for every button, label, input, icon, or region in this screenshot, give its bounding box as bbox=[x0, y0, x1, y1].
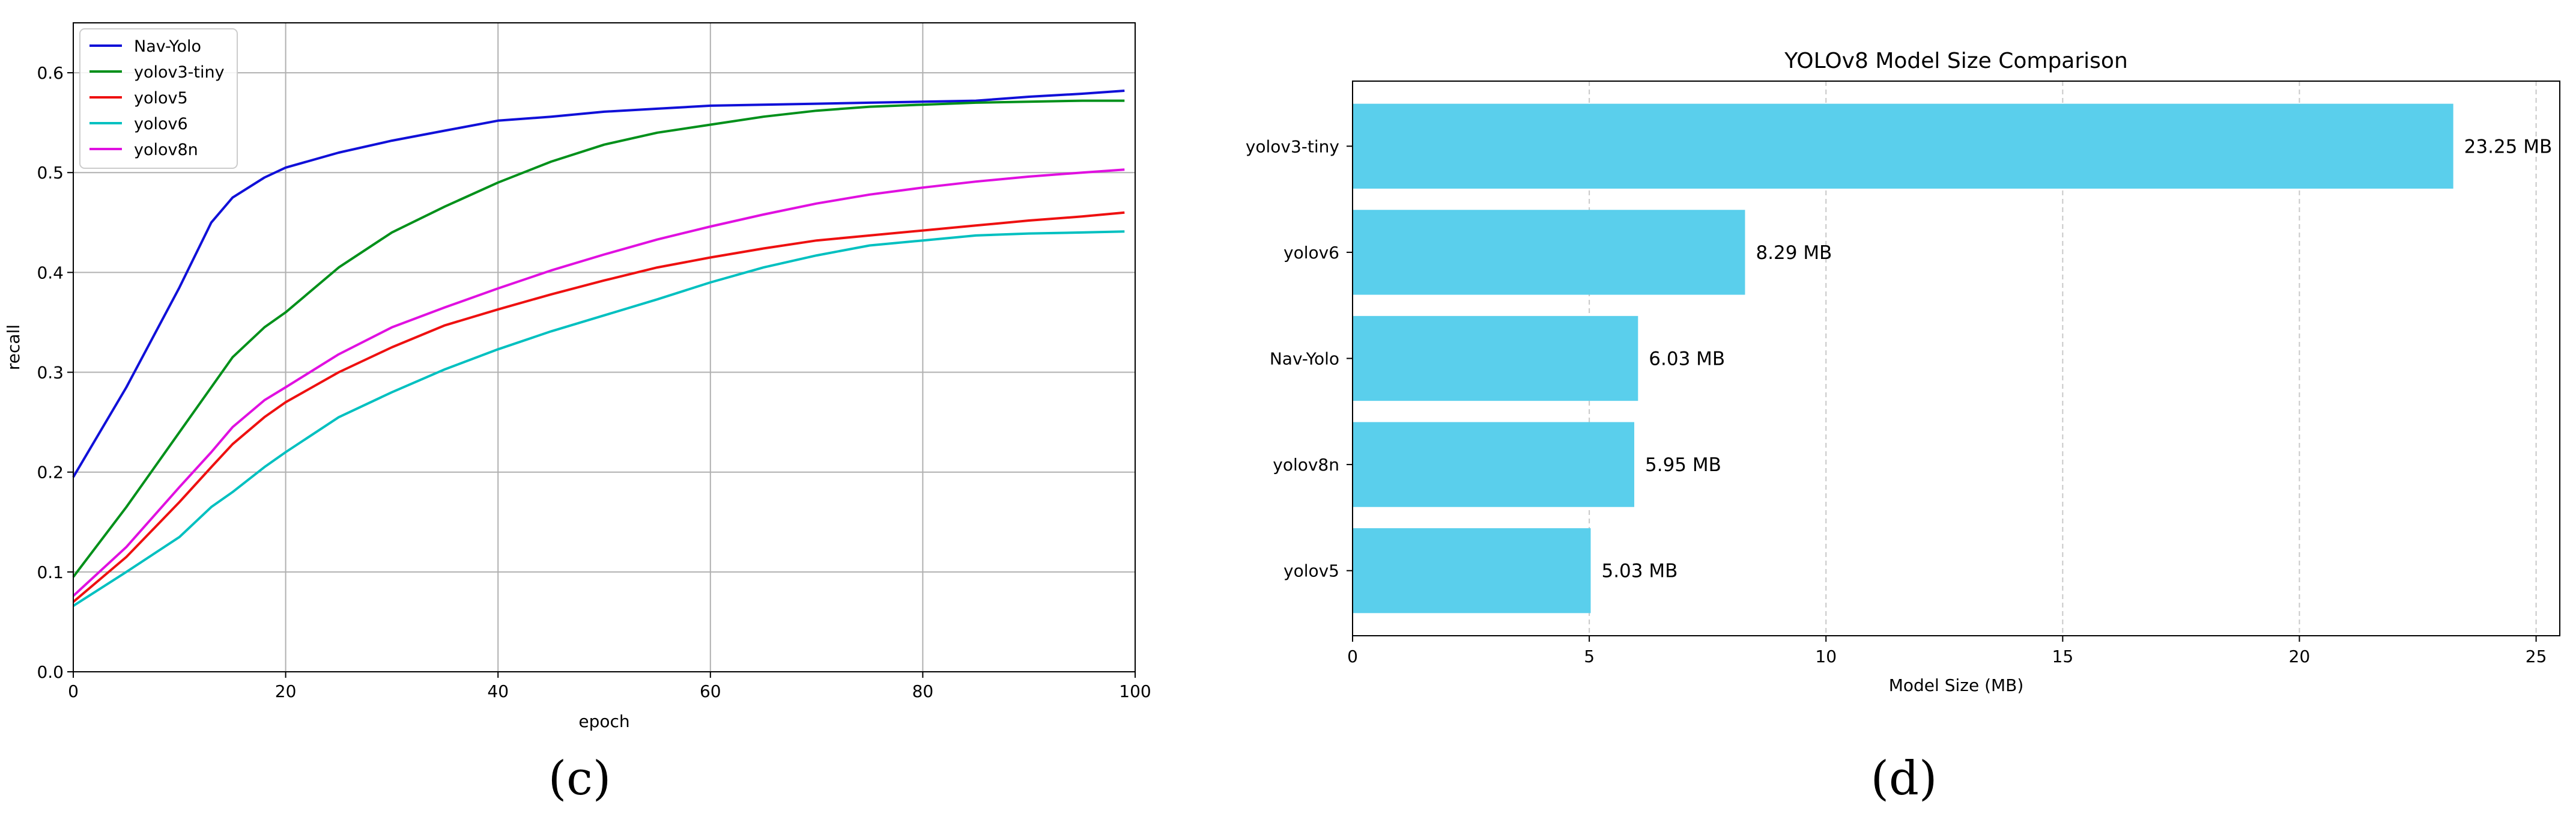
series-line-yolov5 bbox=[72, 211, 1125, 603]
bar-yolov8n bbox=[1353, 422, 1634, 507]
bar-value-label: 23.25 MB bbox=[2464, 136, 2553, 157]
bar-value-label: 6.03 MB bbox=[1649, 349, 1725, 370]
series-line-nav-yolo bbox=[72, 90, 1125, 478]
series-line-yolov6 bbox=[72, 230, 1125, 607]
panel-label-c: (c) bbox=[548, 752, 611, 806]
recall-line-chart: 0 20 40 60 80 100 0.0 0.1 0.2 0.3 0.4 0.5 0.6 epoch… bbox=[4, 22, 1151, 806]
legend-entry: Nav-Yolo bbox=[134, 37, 201, 56]
category-label: yolov5 bbox=[1283, 561, 1339, 581]
line-chart-frame bbox=[73, 22, 1136, 672]
x-tick-label: 20 bbox=[2289, 647, 2311, 666]
series-line-yolov3-tiny bbox=[72, 99, 1125, 578]
line-chart-y-label: recall bbox=[4, 324, 23, 370]
line-chart-x-label: epoch bbox=[578, 711, 629, 731]
legend-box bbox=[79, 28, 238, 169]
bar-yolov6 bbox=[1353, 210, 1745, 295]
bar-chart-x-label: Model Size (MB) bbox=[1889, 675, 2024, 695]
x-tick-label: 0 bbox=[68, 681, 79, 701]
bar-value-label: 8.29 MB bbox=[1756, 242, 1832, 264]
bar-chart-bars bbox=[1353, 103, 2453, 613]
legend-entry: yolov5 bbox=[134, 89, 188, 108]
bar-chart-value-labels: 23.25 MB 8.29 MB 6.03 MB 5.95 MB 5.03 MB bbox=[1601, 136, 2552, 582]
panel-label-d: (d) bbox=[1871, 752, 1938, 806]
x-tick-label: 10 bbox=[1815, 647, 1837, 666]
y-tick-label: 0.6 bbox=[37, 63, 64, 83]
bar-yolov3-tiny bbox=[1353, 103, 2453, 189]
bar-chart-x-ticks: 0 5 10 15 20 25 bbox=[1347, 636, 2547, 666]
y-tick-label: 0.0 bbox=[37, 662, 64, 682]
bar-chart-title: YOLOv8 Model Size Comparison bbox=[1784, 49, 2128, 73]
category-label: Nav-Yolo bbox=[1270, 349, 1339, 369]
legend-entry: yolov3-tiny bbox=[134, 63, 225, 82]
x-tick-label: 0 bbox=[1347, 647, 1358, 666]
x-tick-label: 100 bbox=[1119, 681, 1151, 701]
x-tick-label: 15 bbox=[2052, 647, 2074, 666]
line-chart-series bbox=[72, 90, 1125, 607]
x-tick-label: 25 bbox=[2526, 647, 2547, 666]
y-tick-label: 0.3 bbox=[37, 363, 64, 383]
x-tick-label: 20 bbox=[275, 681, 297, 701]
category-label: yolov6 bbox=[1283, 243, 1339, 263]
y-tick-label: 0.1 bbox=[37, 562, 64, 582]
line-chart-y-ticks: 0.0 0.1 0.2 0.3 0.4 0.5 0.6 bbox=[37, 63, 73, 682]
legend-entry: yolov6 bbox=[134, 115, 188, 133]
bar-nav-yolo bbox=[1353, 315, 1638, 401]
x-tick-label: 40 bbox=[487, 681, 509, 701]
bar-value-label: 5.95 MB bbox=[1645, 454, 1721, 476]
y-tick-label: 0.4 bbox=[37, 263, 64, 282]
bar-value-label: 5.03 MB bbox=[1601, 561, 1677, 582]
x-tick-label: 60 bbox=[700, 681, 721, 701]
x-tick-label: 5 bbox=[1584, 647, 1595, 666]
y-tick-label: 0.5 bbox=[37, 163, 64, 183]
y-tick-label: 0.2 bbox=[37, 463, 64, 483]
line-chart-legend: Nav-Yolo yolov3-tiny yolov5 yolov6 yolov8n bbox=[79, 28, 238, 169]
bar-yolov5 bbox=[1353, 528, 1591, 613]
line-chart-x-ticks: 0 20 40 60 80 100 bbox=[68, 672, 1151, 701]
model-size-bar-chart: 23.25 MB 8.29 MB 6.03 MB 5.95 MB 5.03 MB 0 5 1… bbox=[1246, 49, 2560, 806]
category-label: yolov8n bbox=[1273, 455, 1339, 475]
x-tick-label: 80 bbox=[912, 681, 934, 701]
category-label: yolov3-tiny bbox=[1246, 136, 1339, 156]
series-line-yolov8n bbox=[72, 168, 1125, 597]
bar-chart-category-labels: yolov3-tiny yolov6 Nav-Yolo yolov8n yolov5 bbox=[1246, 136, 1353, 581]
legend-entry: yolov8n bbox=[134, 141, 198, 159]
